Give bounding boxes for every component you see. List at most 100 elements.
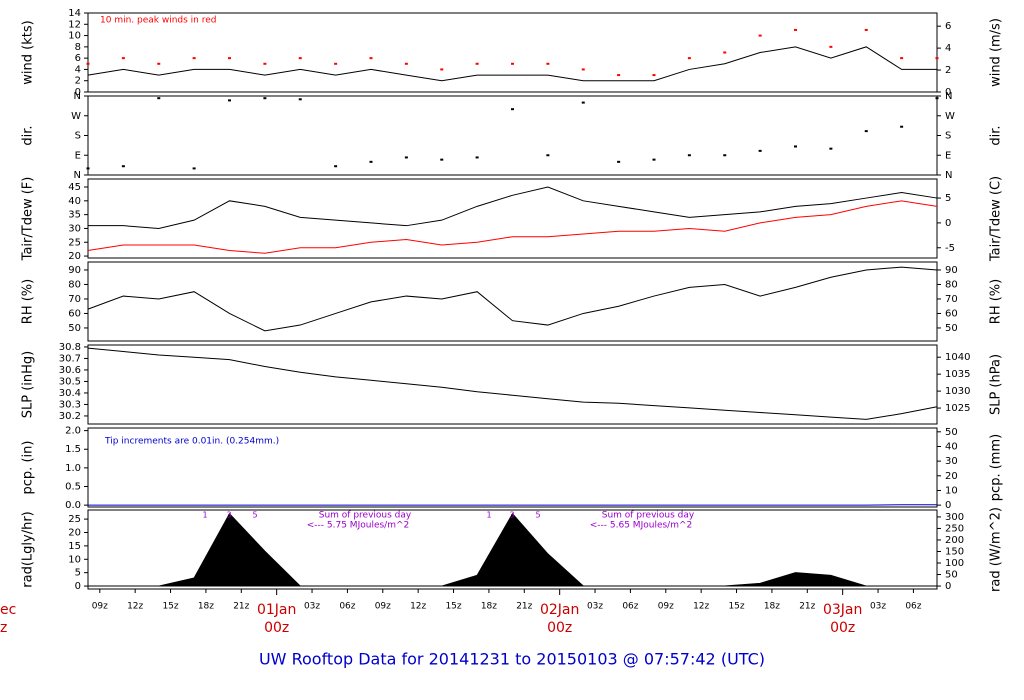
x-tick-label: 15z <box>445 602 461 612</box>
data-point <box>723 51 727 54</box>
y-tick-label: 45 <box>68 182 81 193</box>
y-tick-label: 30.3 <box>59 399 81 410</box>
x-tick-label: 18z <box>481 602 497 612</box>
x-tick-label: 12z <box>127 602 143 612</box>
annotation: <--- 5.75 MJoules/m^2 <box>307 521 409 531</box>
y-tick-label: 30.7 <box>59 353 81 364</box>
y2-tick-label: 60 <box>945 308 958 319</box>
y-tick-label: E <box>75 150 81 161</box>
y-tick-label: 20 <box>68 251 81 262</box>
x-tick-label: 03z <box>587 602 603 612</box>
y-tick-label: N <box>74 170 81 181</box>
day-hour-label: 00z <box>264 620 289 636</box>
line <box>87 266 938 332</box>
data-point <box>900 125 904 128</box>
data-point <box>581 101 585 104</box>
x-tick-label: 12z <box>693 602 709 612</box>
day-hour-label: 00z <box>547 620 572 636</box>
y2-tick-label: S <box>945 131 951 142</box>
y-tick-label: 0.0 <box>65 500 81 511</box>
line <box>88 186 938 229</box>
data-point <box>369 57 373 60</box>
day-label: 03Jan <box>823 602 862 618</box>
data-point <box>723 154 727 157</box>
x-tick-label: 18z <box>198 602 214 612</box>
y-tick-label: 10 <box>68 554 81 565</box>
y-axis-label: rad(Lgly/hr) <box>21 511 36 587</box>
y2-tick-label: 1025 <box>945 403 970 414</box>
x-tick-label: 09z <box>658 602 674 612</box>
day-label: 01Jan <box>257 602 296 618</box>
annotation: 1 <box>486 511 491 520</box>
y-tick-label: 15 <box>68 541 81 552</box>
data-point <box>652 74 656 77</box>
y-tick-label: 80 <box>68 279 81 290</box>
x-tick-label: 06z <box>339 602 355 612</box>
data-point <box>794 145 797 148</box>
y2-tick-label: 300 <box>945 512 964 523</box>
panel-frame <box>87 12 938 93</box>
data-point <box>440 68 444 71</box>
data-point <box>298 57 302 60</box>
y2-tick-label: 50 <box>945 323 958 334</box>
data-point <box>900 57 904 60</box>
panel-frame <box>87 509 938 590</box>
x-tick-label: 03z <box>870 602 886 612</box>
annotation: 3 <box>226 511 231 520</box>
x-tick-label: 12z <box>410 602 426 612</box>
data-point <box>298 98 302 101</box>
y2-axis-label: rad (W/m^2) <box>989 507 1004 592</box>
data-point <box>546 154 550 157</box>
y2-tick-label: 150 <box>945 546 964 557</box>
y2-tick-label: 40 <box>945 441 958 452</box>
annotation: Tip increments are 0.01in. (0.254mm.) <box>104 437 279 447</box>
x-tick-label: 03z <box>304 602 320 612</box>
y-tick-label: 25 <box>68 237 81 248</box>
y2-tick-label: -5 <box>945 243 955 254</box>
y2-tick-label: 0 <box>945 87 951 98</box>
data-point <box>228 57 231 60</box>
y2-tick-label: N <box>945 91 952 102</box>
y-tick-label: 25 <box>68 514 81 525</box>
panel-frame <box>87 344 938 425</box>
y-axis-label: SLP (inHg) <box>21 351 36 419</box>
x-tick-label: 06z <box>905 602 921 612</box>
line <box>87 46 937 82</box>
y2-tick-label: 4 <box>945 43 951 54</box>
data-point <box>475 62 479 65</box>
data-point <box>404 156 408 159</box>
x-tick-label: 15z <box>728 602 744 612</box>
y-tick-label: 12 <box>68 19 81 30</box>
day-label: 02Jan <box>540 602 579 618</box>
y2-axis-label: pcp. (mm) <box>989 434 1004 501</box>
y-tick-label: 2 <box>75 76 81 87</box>
x-tick-label: 21z <box>233 602 249 612</box>
y-tick-label: W <box>71 111 81 122</box>
y2-tick-label: 0 <box>945 581 951 592</box>
y2-tick-label: 200 <box>945 535 964 546</box>
x-tick-label: 18z <box>764 602 780 612</box>
data-point <box>546 62 550 65</box>
y-tick-label: 70 <box>68 294 81 305</box>
y2-tick-label: 30 <box>945 456 958 467</box>
y-tick-label: 6 <box>75 53 81 64</box>
y-tick-label: 30.4 <box>59 388 81 399</box>
data-point <box>758 34 762 37</box>
data-point <box>334 165 338 168</box>
y2-tick-label: 90 <box>945 265 958 276</box>
y-tick-label: 1.0 <box>65 463 81 474</box>
y-tick-label: S <box>75 131 81 142</box>
y-tick-label: 0 <box>75 581 81 592</box>
y2-tick-label: 1035 <box>945 369 970 380</box>
y2-tick-label: 70 <box>945 294 958 305</box>
y-tick-label: 30.5 <box>59 376 81 387</box>
y2-tick-label: 20 <box>945 471 958 482</box>
y-tick-label: 30.2 <box>59 411 81 422</box>
y2-axis-label: wind (m/s) <box>989 18 1004 87</box>
data-point <box>794 28 797 31</box>
data-point <box>617 74 621 77</box>
y2-tick-label: 100 <box>945 558 964 569</box>
data-point <box>829 147 833 150</box>
panel-frame <box>87 261 938 342</box>
